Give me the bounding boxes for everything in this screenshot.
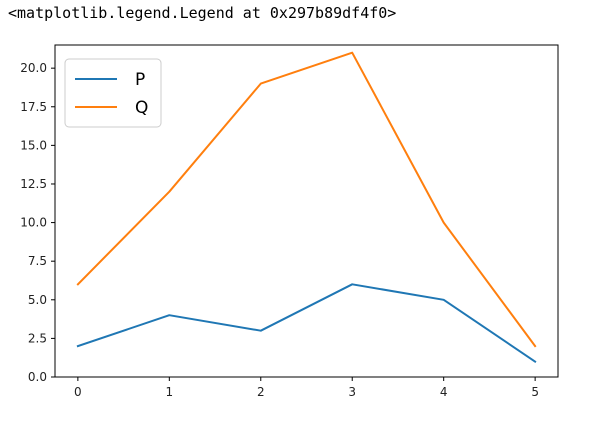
series-lines xyxy=(76,51,537,363)
plot-area-border xyxy=(54,44,559,378)
y-tick-label: 0.0 xyxy=(28,370,47,384)
x-tick-label: 4 xyxy=(440,385,448,399)
x-tick-label: 2 xyxy=(257,385,265,399)
axes-frame xyxy=(54,44,559,378)
legend: PQ xyxy=(64,58,162,128)
x-tick-label: 1 xyxy=(165,385,173,399)
x-axis: 0 1 2 3 4 5 xyxy=(74,377,539,399)
y-axis: 0.0 2.5 5.0 7.5 10.0 12.5 15.0 17.5 20.0 xyxy=(20,61,55,384)
y-tick-label: 12.5 xyxy=(20,177,47,191)
y-tick-label: 15.0 xyxy=(20,138,47,152)
x-tick-label: 5 xyxy=(531,385,539,399)
y-tick-label: 5.0 xyxy=(28,293,47,307)
y-tick-label: 10.0 xyxy=(20,216,47,230)
x-tick-label: 0 xyxy=(74,385,82,399)
y-tick-label: 17.5 xyxy=(20,100,47,114)
y-tick-label: 7.5 xyxy=(28,254,47,268)
y-tick-label: 20.0 xyxy=(20,61,47,75)
legend-label-q: Q xyxy=(135,98,148,118)
legend-box xyxy=(64,58,162,128)
legend-label-p: P xyxy=(135,70,145,90)
output-repr-text: <matplotlib.legend.Legend at 0x297b89df4… xyxy=(8,4,397,22)
y-tick-label: 2.5 xyxy=(28,331,47,345)
series-line-p xyxy=(76,283,537,363)
series-line-q xyxy=(76,51,537,348)
x-tick-label: 3 xyxy=(348,385,356,399)
